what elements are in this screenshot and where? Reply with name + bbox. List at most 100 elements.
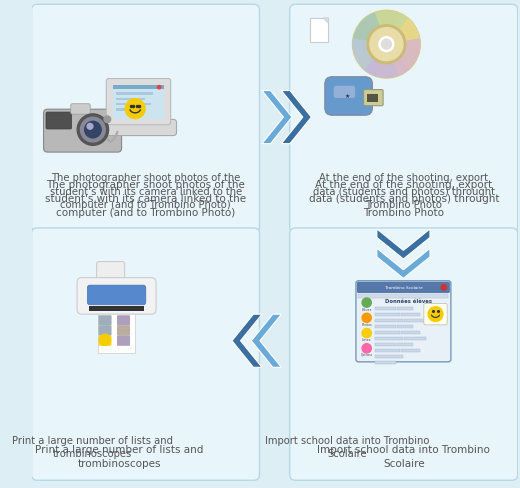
Wedge shape (365, 11, 408, 30)
FancyBboxPatch shape (32, 228, 259, 480)
Circle shape (77, 115, 109, 146)
FancyBboxPatch shape (116, 98, 145, 101)
FancyBboxPatch shape (424, 304, 447, 325)
Wedge shape (353, 39, 380, 77)
FancyBboxPatch shape (325, 78, 372, 116)
Text: The photographer shoot photos of the
student's with its camera linked to the
com: The photographer shoot photos of the stu… (49, 173, 242, 210)
FancyBboxPatch shape (374, 356, 403, 359)
Text: Print a large number of lists and
trombinoscopes: Print a large number of lists and trombi… (12, 435, 173, 458)
Text: Listes: Listes (362, 337, 371, 342)
FancyBboxPatch shape (106, 80, 171, 125)
FancyBboxPatch shape (400, 349, 420, 353)
Circle shape (87, 124, 93, 130)
Polygon shape (251, 315, 281, 367)
Text: Options: Options (360, 353, 373, 357)
FancyBboxPatch shape (290, 5, 518, 233)
Polygon shape (232, 315, 262, 367)
Text: Photos: Photos (361, 322, 372, 326)
FancyBboxPatch shape (357, 282, 450, 293)
FancyBboxPatch shape (117, 336, 130, 346)
FancyBboxPatch shape (98, 316, 112, 326)
FancyBboxPatch shape (117, 316, 130, 326)
Circle shape (158, 86, 161, 90)
Circle shape (362, 298, 371, 307)
FancyBboxPatch shape (374, 362, 396, 365)
Circle shape (104, 117, 111, 123)
FancyBboxPatch shape (116, 109, 142, 112)
FancyBboxPatch shape (356, 281, 451, 362)
Text: Print a large number of lists and
trombinoscopes: Print a large number of lists and trombi… (35, 444, 203, 468)
FancyBboxPatch shape (374, 338, 403, 341)
FancyBboxPatch shape (290, 228, 518, 480)
FancyBboxPatch shape (397, 344, 413, 347)
Text: Trombino Scolaire: Trombino Scolaire (385, 286, 422, 290)
FancyBboxPatch shape (71, 104, 90, 115)
FancyBboxPatch shape (113, 86, 164, 90)
FancyBboxPatch shape (100, 120, 176, 136)
FancyBboxPatch shape (113, 86, 164, 120)
FancyBboxPatch shape (397, 307, 413, 311)
FancyBboxPatch shape (400, 314, 420, 317)
FancyBboxPatch shape (117, 325, 130, 336)
Circle shape (362, 314, 371, 323)
Wedge shape (393, 39, 420, 77)
FancyBboxPatch shape (374, 320, 403, 323)
Circle shape (99, 334, 111, 346)
Text: At the end of the shooting, export
data (students and photos) throught
Trombino : At the end of the shooting, export data … (309, 180, 499, 217)
Circle shape (125, 100, 145, 120)
FancyBboxPatch shape (87, 285, 146, 305)
FancyBboxPatch shape (405, 320, 426, 323)
FancyBboxPatch shape (400, 331, 420, 335)
Circle shape (367, 26, 406, 64)
FancyBboxPatch shape (374, 314, 399, 317)
FancyBboxPatch shape (97, 262, 125, 287)
Circle shape (362, 329, 371, 338)
FancyBboxPatch shape (77, 278, 156, 314)
FancyBboxPatch shape (358, 294, 448, 299)
Polygon shape (377, 249, 430, 279)
FancyBboxPatch shape (374, 344, 396, 347)
FancyBboxPatch shape (32, 5, 259, 233)
FancyBboxPatch shape (116, 103, 151, 106)
Text: ★: ★ (345, 94, 350, 99)
Circle shape (353, 11, 420, 79)
Text: At the end of the shooting, export
data (students and photos) throught
Trombino : At the end of the shooting, export data … (313, 173, 495, 210)
Wedge shape (365, 60, 408, 79)
FancyBboxPatch shape (89, 306, 145, 311)
FancyBboxPatch shape (46, 113, 72, 130)
Circle shape (85, 122, 101, 139)
FancyBboxPatch shape (367, 94, 378, 102)
Circle shape (428, 307, 443, 322)
Circle shape (81, 118, 105, 142)
FancyBboxPatch shape (374, 307, 396, 311)
Circle shape (379, 38, 394, 53)
FancyBboxPatch shape (44, 110, 122, 153)
Text: Données élèves: Données élèves (384, 299, 432, 304)
Text: The photographer shoot photos of the
student's with its camera linked to the
com: The photographer shoot photos of the stu… (45, 180, 246, 217)
Polygon shape (281, 91, 311, 144)
Circle shape (382, 40, 392, 50)
Wedge shape (353, 13, 380, 51)
FancyBboxPatch shape (334, 86, 355, 99)
FancyBboxPatch shape (116, 93, 153, 96)
FancyBboxPatch shape (374, 331, 399, 335)
FancyBboxPatch shape (397, 325, 413, 329)
Polygon shape (262, 91, 292, 144)
Circle shape (362, 344, 371, 353)
FancyBboxPatch shape (374, 349, 399, 353)
FancyBboxPatch shape (310, 19, 329, 42)
Circle shape (370, 29, 403, 61)
FancyBboxPatch shape (374, 325, 396, 329)
FancyBboxPatch shape (98, 336, 112, 346)
Text: Import school data into Trombino
Scolaire: Import school data into Trombino Scolair… (318, 444, 490, 468)
Circle shape (441, 285, 447, 290)
FancyBboxPatch shape (98, 307, 135, 353)
FancyBboxPatch shape (98, 325, 112, 336)
Wedge shape (393, 13, 420, 51)
FancyBboxPatch shape (405, 338, 426, 341)
Text: Import school data into Trombino
Scolaire: Import school data into Trombino Scolair… (265, 435, 430, 458)
Polygon shape (377, 229, 430, 260)
FancyBboxPatch shape (363, 90, 383, 106)
Polygon shape (323, 19, 329, 24)
Text: Elèves: Elèves (361, 307, 372, 311)
